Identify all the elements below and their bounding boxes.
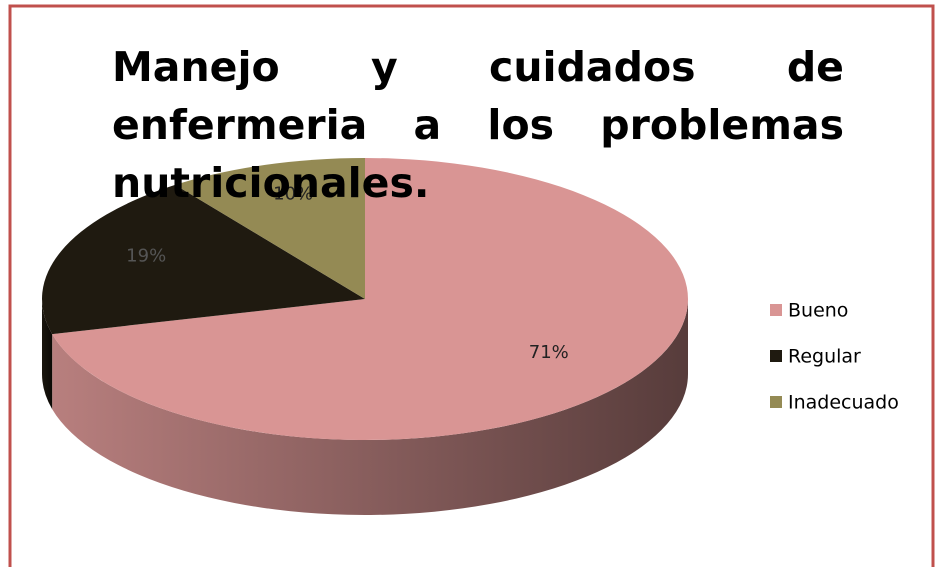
legend-swatch [770, 350, 782, 362]
data-label: 19% [126, 246, 166, 267]
legend-swatch [770, 304, 782, 316]
legend-label: Bueno [788, 300, 848, 322]
legend-label: Regular [788, 346, 861, 368]
legend-label: Inadecuado [788, 392, 899, 414]
frame [8, 4, 935, 567]
slice [41, 184, 365, 335]
slice-side [42, 299, 53, 410]
data-label: 71% [529, 342, 569, 363]
slice [175, 158, 365, 299]
chart-title: Manejo y cuidados de enfermeria a los pr… [112, 43, 844, 207]
legend-swatch [770, 396, 782, 408]
slice [52, 158, 689, 440]
slice-side [52, 299, 688, 516]
data-label: 10% [273, 183, 313, 204]
